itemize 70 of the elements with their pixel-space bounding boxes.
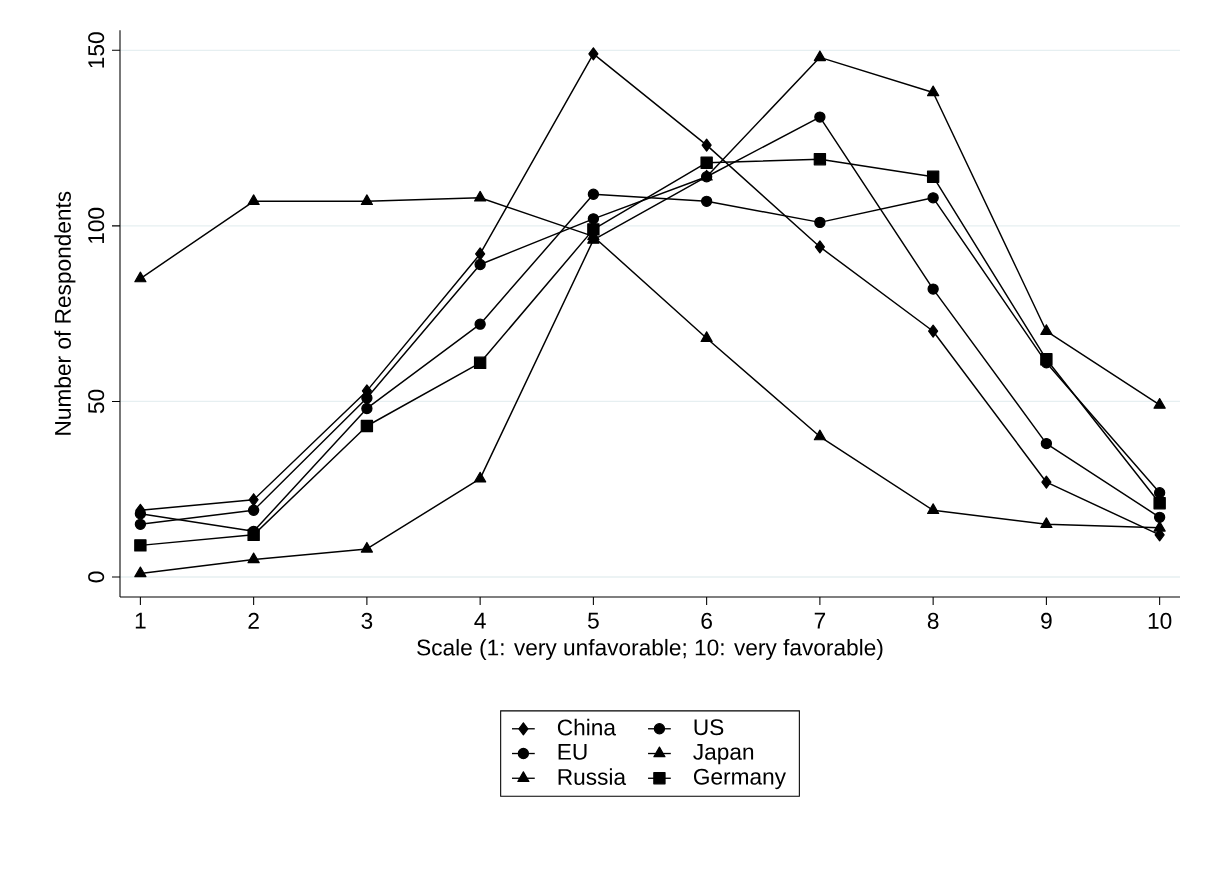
- point: [1040, 353, 1053, 366]
- x-tick-label: 9: [1041, 612, 1052, 629]
- x-axis-title: Scale (1: very unfavorable; 10: very favorable): [417, 638, 883, 661]
- point: [1040, 324, 1053, 336]
- point: [361, 392, 373, 404]
- point: [1153, 511, 1166, 523]
- point: [1040, 437, 1053, 450]
- point: [700, 195, 713, 207]
- point: [588, 47, 599, 61]
- y-tick-label: 100: [88, 207, 105, 244]
- point: [926, 170, 940, 183]
- legend-label: China: [557, 718, 616, 736]
- point: [134, 518, 147, 530]
- point: [1153, 397, 1166, 409]
- point: [814, 240, 825, 254]
- y-tick-label: 150: [88, 32, 105, 68]
- point: [813, 152, 827, 166]
- point: [587, 213, 600, 225]
- point: [700, 331, 713, 343]
- x-tick-label: 1: [135, 612, 146, 629]
- point: [1040, 517, 1053, 529]
- y-tick-label: 0: [88, 571, 105, 583]
- point: [248, 493, 259, 507]
- point: [360, 541, 374, 553]
- point: [927, 192, 939, 204]
- point: [247, 528, 260, 542]
- point: [473, 356, 487, 370]
- point: [813, 429, 827, 441]
- x-tick-label: 8: [927, 612, 939, 629]
- x-tick-label: 7: [814, 612, 826, 629]
- point: [134, 271, 147, 283]
- point: [927, 85, 940, 97]
- point: [1041, 475, 1052, 489]
- legend-label: Japan: [693, 744, 754, 765]
- point: [134, 539, 147, 552]
- point: [700, 156, 713, 169]
- point: [927, 503, 940, 515]
- point: [247, 552, 260, 564]
- point: [247, 504, 260, 516]
- point: [473, 190, 487, 202]
- point: [928, 324, 939, 338]
- x-tick-label: 3: [361, 612, 373, 629]
- legend-label: Germany: [693, 768, 786, 790]
- x-tick-label: 4: [474, 612, 486, 629]
- x-tick-label: 10: [1148, 612, 1172, 629]
- x-tick-label: 5: [587, 612, 599, 629]
- point: [814, 216, 826, 229]
- point: [361, 402, 373, 415]
- point: [701, 138, 712, 152]
- point: [587, 188, 600, 200]
- legend-label: Russia: [558, 768, 627, 786]
- legend-label: US: [694, 719, 724, 736]
- point: [813, 50, 827, 62]
- point: [475, 247, 486, 261]
- point: [587, 223, 600, 236]
- point: [473, 471, 487, 483]
- x-tick-label: 6: [701, 612, 712, 629]
- x-tick-label: 2: [248, 612, 259, 629]
- point: [814, 111, 826, 123]
- y-tick-label: 50: [88, 389, 105, 414]
- point: [360, 194, 374, 206]
- point: [360, 419, 374, 433]
- point: [927, 283, 939, 295]
- point: [1153, 497, 1166, 510]
- point: [474, 258, 486, 271]
- y-axis-title: Number of Respondents: [54, 191, 76, 435]
- point: [247, 194, 260, 206]
- legend-label: EU: [558, 744, 587, 760]
- point: [474, 318, 486, 330]
- point: [134, 566, 147, 578]
